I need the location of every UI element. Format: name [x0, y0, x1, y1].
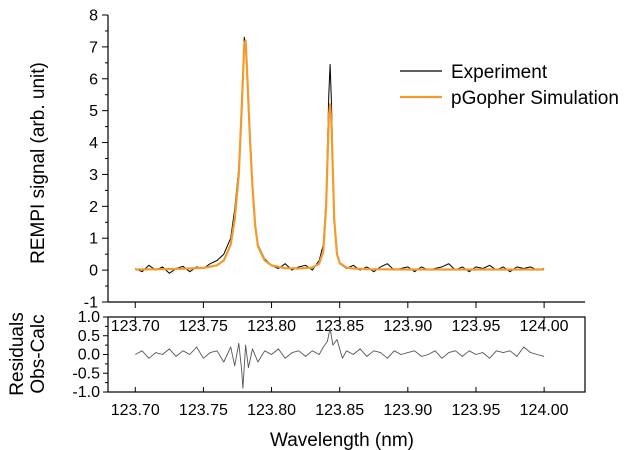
residuals-top-x-tick-label: 123.95 — [452, 318, 501, 335]
legend: Experiment pGopher Simulation — [400, 62, 619, 109]
x-axis-title: Wavelength (nm) — [270, 430, 414, 450]
x-tick-label: 123.70 — [111, 402, 160, 419]
residuals-top-x-tick-label: 123.70 — [111, 318, 160, 335]
legend-label-simulation: pGopher Simulation — [451, 88, 619, 109]
residuals-y-tick-label: 0.5 — [78, 328, 100, 345]
residuals-top-x-tick-label: 124.00 — [520, 318, 569, 335]
rempi-y-tick-label: 7 — [89, 39, 98, 56]
rempi-y-tick-label: -1 — [84, 295, 98, 312]
x-tick-label: 123.85 — [315, 402, 364, 419]
rempi-y-tick-label: 3 — [89, 167, 98, 184]
rempi-spectrum-panel: REMPI signal (arb. unit) Experiment pGop… — [28, 8, 619, 312]
residuals-y-tick-label: -1.0 — [72, 384, 100, 401]
x-tick-label: 123.95 — [452, 402, 501, 419]
simulation-series-line — [135, 39, 545, 271]
rempi-y-tick-label: 4 — [89, 135, 98, 152]
x-tick-label: 123.80 — [247, 402, 296, 419]
x-tick-label: 123.75 — [179, 402, 228, 419]
residuals-top-x-tick-label: 123.80 — [247, 318, 296, 335]
residuals-top-x-tick-label: 123.90 — [383, 318, 432, 335]
rempi-y-tick-label: 1 — [89, 231, 98, 248]
residuals-y-tick-label: -0.5 — [72, 365, 100, 382]
rempi-y-tick-label: 8 — [89, 8, 98, 25]
residuals-panel: Residuals Obs-Calc Wavelength (nm) -1.0 -… — [7, 309, 586, 450]
residuals-series-line — [135, 327, 545, 389]
x-tick-label: 124.00 — [520, 402, 569, 419]
legend-label-experiment: Experiment — [451, 62, 548, 83]
residuals-top-x-tick-label: 123.85 — [315, 318, 364, 335]
rempi-y-tick-label: 6 — [89, 71, 98, 88]
rempi-y-tick-label: 2 — [89, 199, 98, 216]
x-tick-label: 123.90 — [383, 402, 432, 419]
residuals-y-axis-title-line-2: Obs-Calc — [28, 314, 49, 393]
residuals-y-tick-label: 1.0 — [78, 309, 100, 326]
rempi-y-tick-label: 0 — [89, 263, 98, 280]
residuals-top-x-tick-label: 123.75 — [179, 318, 228, 335]
rempi-y-tick-label: 5 — [89, 103, 98, 120]
rempi-y-axis-title: REMPI signal (arb. unit) — [28, 62, 49, 264]
residuals-y-axis-title-line-1: Residuals — [7, 312, 28, 395]
residuals-y-tick-label: 0.0 — [78, 347, 100, 364]
